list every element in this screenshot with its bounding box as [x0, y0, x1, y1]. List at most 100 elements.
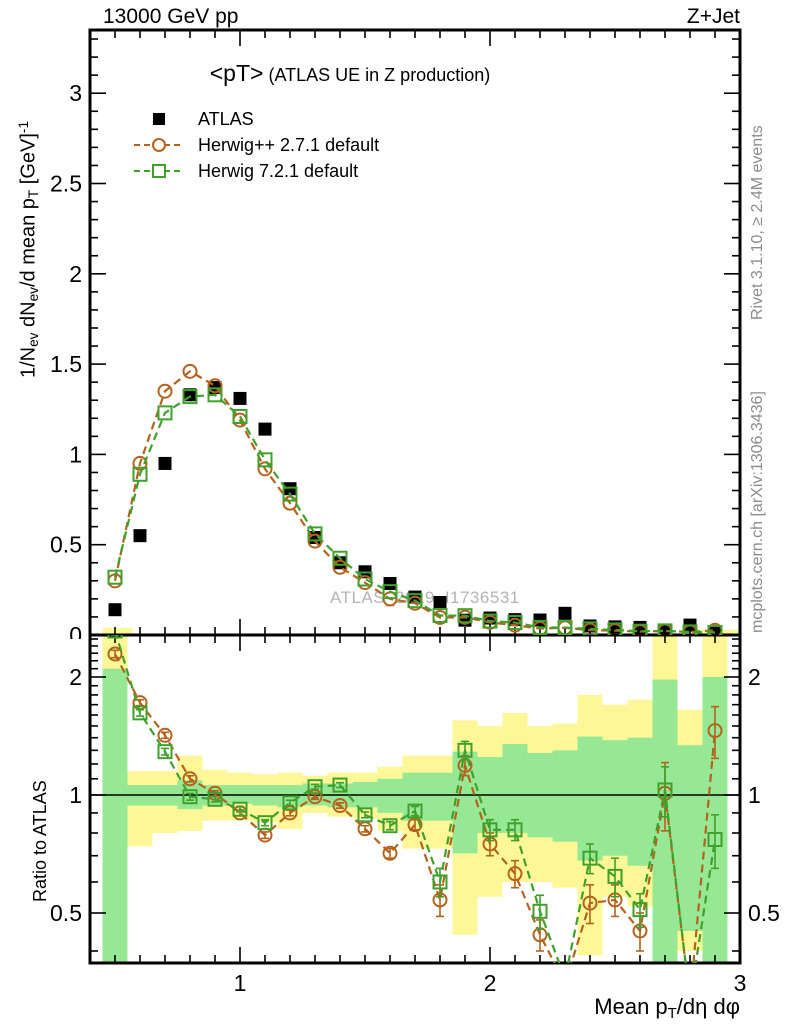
tick-label: 0.5 — [50, 900, 82, 926]
ratio-green-band — [552, 750, 578, 842]
tick-label: 1 — [234, 970, 247, 996]
mc-curve — [113, 393, 716, 634]
data-point-square — [158, 456, 172, 470]
mc-point-square — [457, 742, 473, 758]
mc-point-square — [532, 903, 548, 919]
open-square-dashed-icon — [132, 163, 186, 179]
mc-point-square — [207, 387, 223, 403]
mc-point-square — [332, 777, 348, 793]
mc-point-square — [482, 613, 498, 629]
data-point-square — [708, 625, 722, 635]
mc-point-square — [559, 972, 572, 985]
mc-point-circle — [182, 363, 198, 379]
mc-point-square — [257, 815, 273, 831]
legend-item-atlas: ATLAS — [132, 106, 379, 132]
tick-label: 1 — [69, 441, 82, 467]
series-herwig-7-2-1-default — [107, 635, 723, 985]
mc-point-square — [607, 868, 623, 884]
mc-point-square — [157, 405, 173, 421]
mc-point-circle — [332, 798, 348, 814]
mc-point-circle — [282, 495, 298, 511]
mc-point-square — [182, 789, 198, 805]
mc-point-square — [432, 607, 448, 623]
legend-item-herwig7: Herwig 7.2.1 default — [132, 158, 379, 184]
mc-point-circle — [382, 845, 398, 861]
axis-ticks — [89, 30, 741, 963]
data-point-square — [333, 556, 347, 570]
data-point-square — [283, 482, 297, 496]
mc-point-square — [457, 608, 473, 624]
mc-point-square — [557, 620, 573, 635]
data-point-square — [658, 624, 672, 635]
legend-label: Herwig 7.2.1 default — [198, 160, 359, 181]
mc-point-square — [107, 569, 123, 585]
mc-point-square — [582, 850, 598, 866]
ratio-green-band — [602, 740, 628, 856]
tick-label: 0.5 — [748, 900, 780, 926]
tick-label: 1 — [748, 782, 761, 808]
ratio-green-band — [377, 778, 403, 813]
data-point-square — [433, 595, 447, 609]
mc-point-circle — [157, 383, 173, 399]
mc-point-circle — [707, 723, 723, 739]
mc-point-square — [132, 705, 148, 721]
mc-point-circle — [132, 455, 148, 471]
legend-label: Herwig++ 2.7.1 default — [198, 134, 380, 155]
header-right-title: Z+Jet — [686, 5, 740, 28]
mc-point-square — [182, 389, 198, 405]
mc-point-square — [382, 584, 398, 600]
x-label-part: Mean p — [594, 994, 668, 1019]
tick-label: 1.5 — [50, 351, 82, 377]
x-tick-labels: 1 2 3 — [234, 970, 747, 996]
mc-point-square — [382, 818, 398, 834]
ratio-green-band — [577, 736, 603, 861]
watermark: ATLAS_2019_I1736531 — [330, 588, 520, 607]
mc-point-square — [632, 902, 648, 918]
mc-point-square — [682, 624, 698, 635]
legend-label: ATLAS — [198, 108, 254, 129]
tick-label: 2 — [484, 970, 497, 996]
mc-point-square — [532, 619, 548, 635]
mc-point-square — [307, 779, 323, 795]
mc-point-square — [157, 744, 173, 760]
mc-point-square — [207, 791, 223, 807]
mc-point-square — [357, 807, 373, 823]
data-point-square — [383, 577, 397, 591]
mc-point-circle — [307, 789, 323, 805]
plot-title: <pT> (ATLAS UE in Z production) — [180, 60, 520, 87]
legend: ATLAS Herwig++ 2.7.1 default Herwig 7.2.… — [132, 106, 379, 184]
data-point-square — [258, 422, 272, 436]
mc-point-circle — [559, 977, 572, 990]
data-point-square — [233, 391, 247, 405]
mc-point-square — [107, 635, 123, 639]
open-circle-dashed-icon — [132, 137, 186, 153]
mc-point-square — [407, 593, 423, 609]
plot-title-observable: <pT> — [209, 60, 264, 86]
mc-point-square — [707, 624, 723, 635]
mc-point-square — [507, 822, 523, 838]
main-y-tick-labels: 0 0.5 1 1.5 2 2.5 3 — [50, 80, 82, 639]
x-axis-label: Mean pT/dη dφ — [594, 994, 740, 1022]
ratio-green-band — [102, 668, 128, 963]
mc-point-square — [357, 571, 373, 587]
tick-label: 0.5 — [50, 532, 82, 558]
data-point-square — [558, 606, 572, 620]
mc-point-square — [432, 874, 448, 890]
ratio-green-band — [427, 772, 453, 821]
filled-square-icon — [132, 111, 186, 127]
tick-label: 2 — [69, 261, 82, 287]
mc-point-square — [232, 408, 248, 424]
tick-label: 2 — [69, 664, 82, 690]
legend-item-herwigpp: Herwig++ 2.7.1 default — [132, 132, 379, 158]
mc-point-square — [332, 550, 348, 566]
tick-label: 1 — [69, 782, 82, 808]
ratio-green-band — [627, 737, 653, 866]
header-left-title: 13000 GeV pp — [103, 5, 239, 28]
ratio-y-tick-labels: 0.5 0.5 1 1 2 2 — [50, 664, 780, 926]
mc-point-square — [232, 801, 248, 817]
plot-title-analysis: (ATLAS UE in Z production) — [268, 65, 491, 85]
mc-point-square — [282, 795, 298, 811]
mc-point-square — [482, 822, 498, 838]
data-point-square — [133, 529, 147, 543]
